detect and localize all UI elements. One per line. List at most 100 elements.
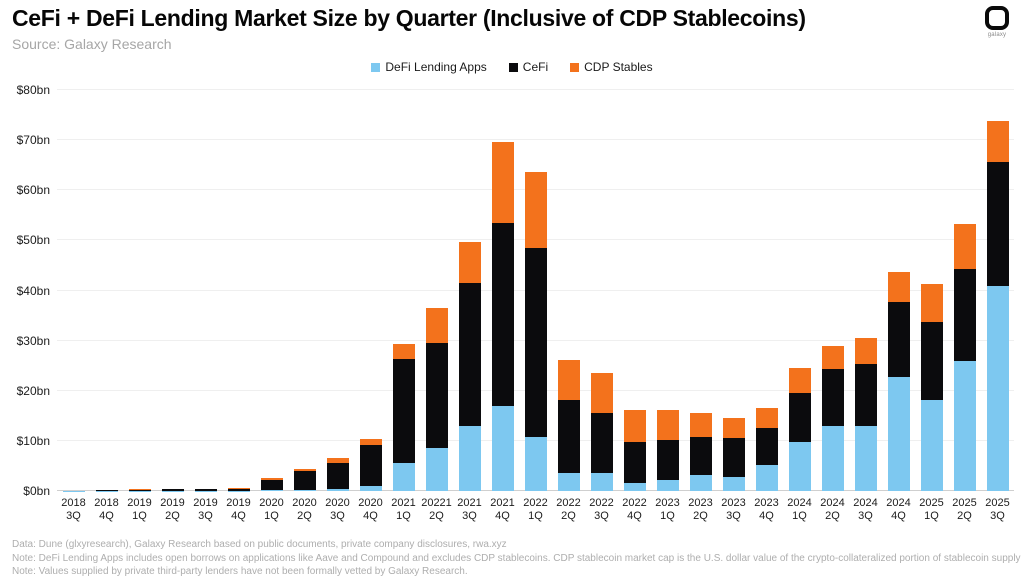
galaxy-logo-text: galaxy (987, 32, 1007, 38)
page-title: CeFi + DeFi Lending Market Size by Quart… (12, 5, 806, 31)
galaxy-logo: galaxy (982, 6, 1012, 38)
x-tick-label: 2024 2Q (816, 497, 849, 523)
bar-column-2020-4Q (354, 90, 387, 491)
bar-column-20221-2Q (420, 90, 453, 491)
bar-column-2019-4Q (222, 90, 255, 491)
bar-segment-defi-lending-apps (623, 482, 646, 491)
bar-segment-cefi (953, 269, 976, 362)
x-tick-year: 2021 (457, 497, 482, 509)
bar-segment-cdp-stables (986, 120, 1009, 162)
bar-stack (392, 343, 415, 491)
bar-stack (656, 409, 679, 491)
bar-segment-cdp-stables (854, 337, 877, 364)
legend-label: CDP Stables (584, 60, 653, 74)
x-tick-year: 2023 (721, 497, 746, 509)
bar-column-2023-3Q (717, 90, 750, 491)
bar-stack (359, 439, 382, 491)
bar-segment-defi-lending-apps (359, 486, 382, 491)
legend-label: CeFi (522, 60, 549, 74)
bar-column-2019-3Q (189, 90, 222, 491)
x-tick-year: 2019 (160, 497, 185, 509)
bar-segment-defi-lending-apps (788, 441, 811, 491)
bar-segment-defi-lending-apps (392, 462, 415, 491)
y-axis: $0bn $10bn $20bn $30bn $40bn $50bn $60bn $70bn $… (0, 83, 50, 498)
x-tick-quarter: 1Q (924, 510, 939, 522)
x-tick-quarter: 1Q (396, 510, 411, 522)
x-tick-label: 2019 4Q (222, 497, 255, 523)
x-tick-label: 2020 2Q (288, 497, 321, 523)
x-tick-label: 2023 3Q (717, 497, 750, 523)
x-tick-year: 2020 (292, 497, 317, 509)
x-tick-label: 2020 4Q (354, 497, 387, 523)
x-tick-quarter: 2Q (693, 510, 708, 522)
x-tick-quarter: 2Q (561, 510, 576, 522)
bar-segment-cefi (161, 489, 184, 491)
bar-segment-defi-lending-apps (524, 436, 547, 491)
x-tick-label: 20221 2Q (420, 497, 453, 523)
x-tick-quarter: 3Q (858, 510, 873, 522)
y-tick-label: $80bn (16, 83, 50, 97)
x-tick-label: 2024 1Q (783, 497, 816, 523)
bar-segment-cefi (260, 479, 283, 490)
bar-column-2024-3Q (849, 90, 882, 491)
bar-columns (57, 90, 1014, 491)
x-tick-label: 2019 3Q (189, 497, 222, 523)
x-tick-label: 2022 4Q (618, 497, 651, 523)
x-tick-year: 2024 (787, 497, 812, 509)
x-tick-quarter: 4Q (99, 510, 114, 522)
bar-segment-cefi (194, 489, 217, 491)
bar-segment-cdp-stables (590, 372, 613, 413)
bar-segment-defi-lending-apps (656, 479, 679, 491)
bar-stack (689, 412, 712, 491)
bar-segment-defi-lending-apps (557, 472, 580, 491)
x-tick-year: 2019 (226, 497, 251, 509)
x-tick-label: 2019 2Q (156, 497, 189, 523)
bar-segment-cefi (557, 399, 580, 473)
x-tick-label: 2025 1Q (915, 497, 948, 523)
x-tick-label: 2024 3Q (849, 497, 882, 523)
bar-column-2025-1Q (915, 90, 948, 491)
bar-stack (821, 346, 844, 491)
y-tick-label: $0bn (23, 484, 50, 498)
legend-item-1: CeFi (508, 60, 549, 74)
x-tick-label: 2023 4Q (750, 497, 783, 523)
bar-segment-cefi (689, 436, 712, 475)
y-tick-label: $10bn (16, 433, 50, 448)
bar-segment-cefi (986, 161, 1009, 286)
bar-segment-cdp-stables (953, 224, 976, 270)
x-tick-quarter: 3Q (462, 510, 477, 522)
bar-column-2023-4Q (750, 90, 783, 491)
bar-stack (590, 372, 613, 491)
x-tick-year: 2022 (556, 497, 581, 509)
x-tick-label: 2019 1Q (123, 497, 156, 523)
bar-stack (227, 488, 250, 491)
bar-stack (953, 224, 976, 491)
x-tick-year: 2022 (622, 497, 647, 509)
legend-swatch-icon (570, 62, 580, 72)
bar-segment-cefi (425, 342, 448, 448)
bar-segment-cdp-stables (491, 141, 514, 224)
bar-segment-cefi (821, 368, 844, 426)
x-tick-year: 2023 (688, 497, 713, 509)
x-tick-quarter: 3Q (198, 510, 213, 522)
bar-segment-defi-lending-apps (425, 447, 448, 491)
bar-segment-cdp-stables (821, 346, 844, 369)
gridline (57, 89, 1014, 90)
x-tick-year: 2022 (523, 497, 548, 509)
bar-column-2024-1Q (783, 90, 816, 491)
bar-segment-defi-lending-apps (326, 488, 349, 491)
source-label: Source: Galaxy Research (12, 36, 172, 52)
bar-stack (425, 307, 448, 491)
x-tick-quarter: 3Q (330, 510, 345, 522)
bar-segment-defi-lending-apps (491, 405, 514, 491)
y-tick-label: $30bn (16, 333, 50, 348)
bar-column-2023-2Q (684, 90, 717, 491)
bar-segment-cefi (293, 470, 316, 490)
bar-column-2024-4Q (882, 90, 915, 491)
x-tick-quarter: 2Q (165, 510, 180, 522)
x-tick-label: 2025 2Q (948, 497, 981, 523)
x-tick-quarter: 2Q (957, 510, 972, 522)
bar-segment-cefi (788, 392, 811, 442)
bar-segment-defi-lending-apps (755, 464, 778, 491)
y-tick-label: $70bn (16, 133, 50, 148)
